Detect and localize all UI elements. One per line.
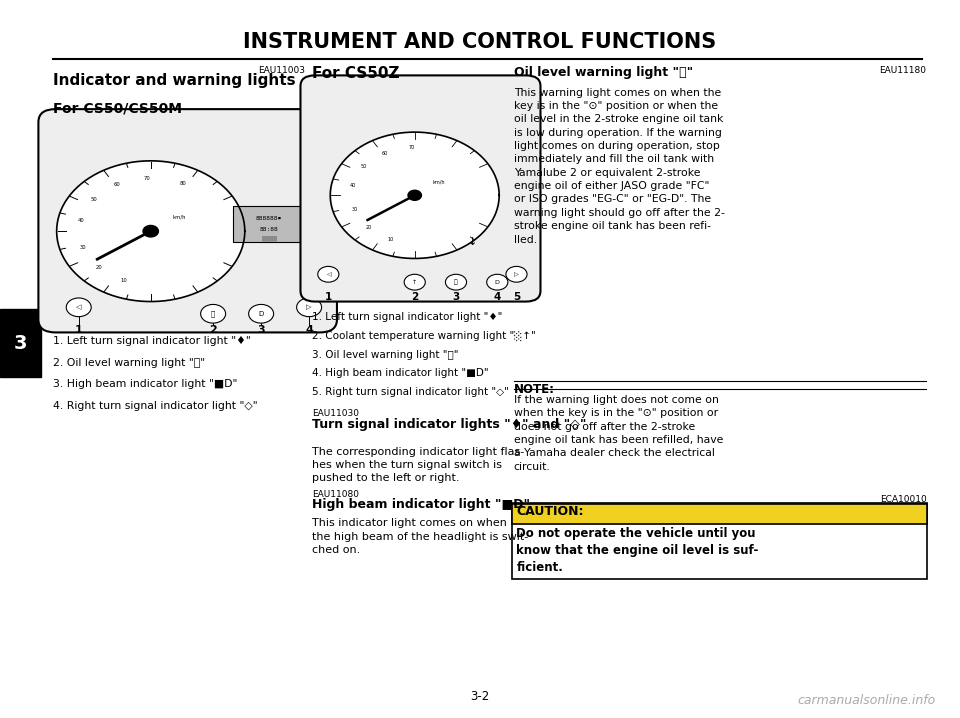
Text: km/h: km/h (432, 180, 445, 185)
Text: Oil level warning light "⚿": Oil level warning light "⚿" (514, 66, 693, 79)
Text: Indicator and warning lights: Indicator and warning lights (53, 73, 296, 88)
Bar (512, 503, 927, 579)
Circle shape (249, 304, 274, 323)
Text: D: D (494, 280, 500, 284)
Text: For CS50/CS50M: For CS50/CS50M (53, 102, 181, 116)
Circle shape (143, 225, 158, 237)
Text: 1. Left turn signal indicator light "♦": 1. Left turn signal indicator light "♦" (53, 336, 251, 346)
Text: The corresponding indicator light flas-
hes when the turn signal switch is
pushe: The corresponding indicator light flas- … (312, 447, 524, 483)
Circle shape (487, 274, 508, 290)
Text: INSTRUMENT AND CONTROL FUNCTIONS: INSTRUMENT AND CONTROL FUNCTIONS (244, 32, 716, 52)
Text: Do not operate the vehicle until you
know that the engine oil level is suf-
fici: Do not operate the vehicle until you kno… (516, 527, 758, 574)
Polygon shape (332, 134, 497, 257)
Text: 4: 4 (493, 292, 501, 302)
Circle shape (445, 274, 467, 290)
Text: D: D (258, 311, 264, 317)
Text: 70: 70 (144, 176, 151, 181)
Text: 3: 3 (13, 334, 27, 353)
Text: 4. Right turn signal indicator light "◇": 4. Right turn signal indicator light "◇" (53, 401, 257, 411)
Text: 2: 2 (411, 292, 419, 302)
Text: 1. Left turn signal indicator light "♦": 1. Left turn signal indicator light "♦" (312, 312, 502, 322)
Text: 60: 60 (114, 182, 121, 187)
Circle shape (66, 298, 91, 317)
Text: carmanualsonline.info: carmanualsonline.info (798, 694, 936, 707)
Circle shape (404, 274, 425, 290)
Text: 3-2: 3-2 (470, 690, 490, 703)
Text: This warning light comes on when the
key is in the "⊙" position or when the
oil : This warning light comes on when the key… (514, 88, 725, 245)
Text: 88:88: 88:88 (259, 228, 278, 232)
Text: ◁: ◁ (326, 272, 330, 276)
Text: ◁: ◁ (76, 304, 82, 310)
Text: Turn signal indicator lights "♦" and "◇": Turn signal indicator lights "♦" and "◇" (312, 418, 587, 431)
Text: If the warning light does not come on
when the key is in the "⊙" position or
doe: If the warning light does not come on wh… (514, 395, 723, 472)
Text: ▷: ▷ (306, 304, 312, 310)
Text: 30: 30 (80, 245, 86, 250)
Text: 1: 1 (75, 325, 83, 335)
Circle shape (297, 298, 322, 317)
Text: 888888▪: 888888▪ (255, 217, 282, 221)
Text: 3: 3 (452, 292, 460, 302)
Text: 4: 4 (305, 325, 313, 335)
Bar (0, 309, 41, 377)
Text: 4. High beam indicator light "■D": 4. High beam indicator light "■D" (312, 368, 489, 378)
Bar (512, 504, 927, 524)
Text: CAUTION:: CAUTION: (516, 505, 584, 518)
Circle shape (506, 266, 527, 282)
Text: 3. High beam indicator light "■D": 3. High beam indicator light "■D" (53, 379, 237, 389)
Text: 40: 40 (349, 183, 356, 188)
Text: ⚿: ⚿ (211, 310, 215, 317)
Text: ||||||||: |||||||| (261, 236, 276, 241)
Text: ▷: ▷ (515, 272, 518, 276)
Text: 40: 40 (78, 218, 84, 223)
Text: 50: 50 (90, 197, 97, 202)
Circle shape (408, 190, 421, 200)
Text: 2. Oil level warning light "⚿": 2. Oil level warning light "⚿" (53, 358, 204, 368)
Text: 70: 70 (408, 146, 415, 151)
Text: ↓: ↓ (468, 237, 477, 247)
Circle shape (318, 266, 339, 282)
Text: NOTE:: NOTE: (514, 383, 555, 396)
Text: High beam indicator light "■D": High beam indicator light "■D" (312, 498, 530, 511)
Text: ECA10010: ECA10010 (879, 495, 926, 505)
Text: EAU11180: EAU11180 (879, 66, 926, 75)
Text: EAU11030: EAU11030 (312, 409, 359, 419)
Text: 50: 50 (361, 164, 368, 169)
Circle shape (201, 304, 226, 323)
Text: ↑: ↑ (412, 280, 418, 284)
Polygon shape (59, 162, 243, 300)
Text: 2: 2 (209, 325, 217, 335)
Bar (233, 206, 305, 242)
Text: km/h: km/h (173, 215, 186, 219)
Text: 20: 20 (365, 225, 372, 230)
Text: 1: 1 (324, 292, 332, 302)
Text: ⚿: ⚿ (454, 279, 458, 285)
FancyBboxPatch shape (300, 75, 540, 302)
FancyBboxPatch shape (38, 109, 337, 332)
Text: For CS50Z: For CS50Z (312, 66, 399, 81)
Text: 3: 3 (257, 325, 265, 335)
Text: 30: 30 (351, 208, 357, 213)
Text: EAU11003: EAU11003 (258, 66, 305, 75)
Text: 80: 80 (180, 182, 186, 187)
Text: This indicator light comes on when
the high beam of the headlight is swit-
ched : This indicator light comes on when the h… (312, 518, 528, 555)
Text: 5. Right turn signal indicator light "◇": 5. Right turn signal indicator light "◇" (312, 387, 509, 397)
Text: 10: 10 (121, 278, 128, 283)
Text: 10: 10 (388, 237, 395, 242)
Text: 5: 5 (513, 292, 520, 302)
Text: 2. Coolant temperature warning light "░↑": 2. Coolant temperature warning light "░↑… (312, 331, 536, 341)
Text: 20: 20 (95, 265, 102, 270)
Text: 60: 60 (382, 151, 388, 156)
Text: 3. Oil level warning light "⚿": 3. Oil level warning light "⚿" (312, 350, 459, 360)
Text: EAU11080: EAU11080 (312, 490, 359, 499)
